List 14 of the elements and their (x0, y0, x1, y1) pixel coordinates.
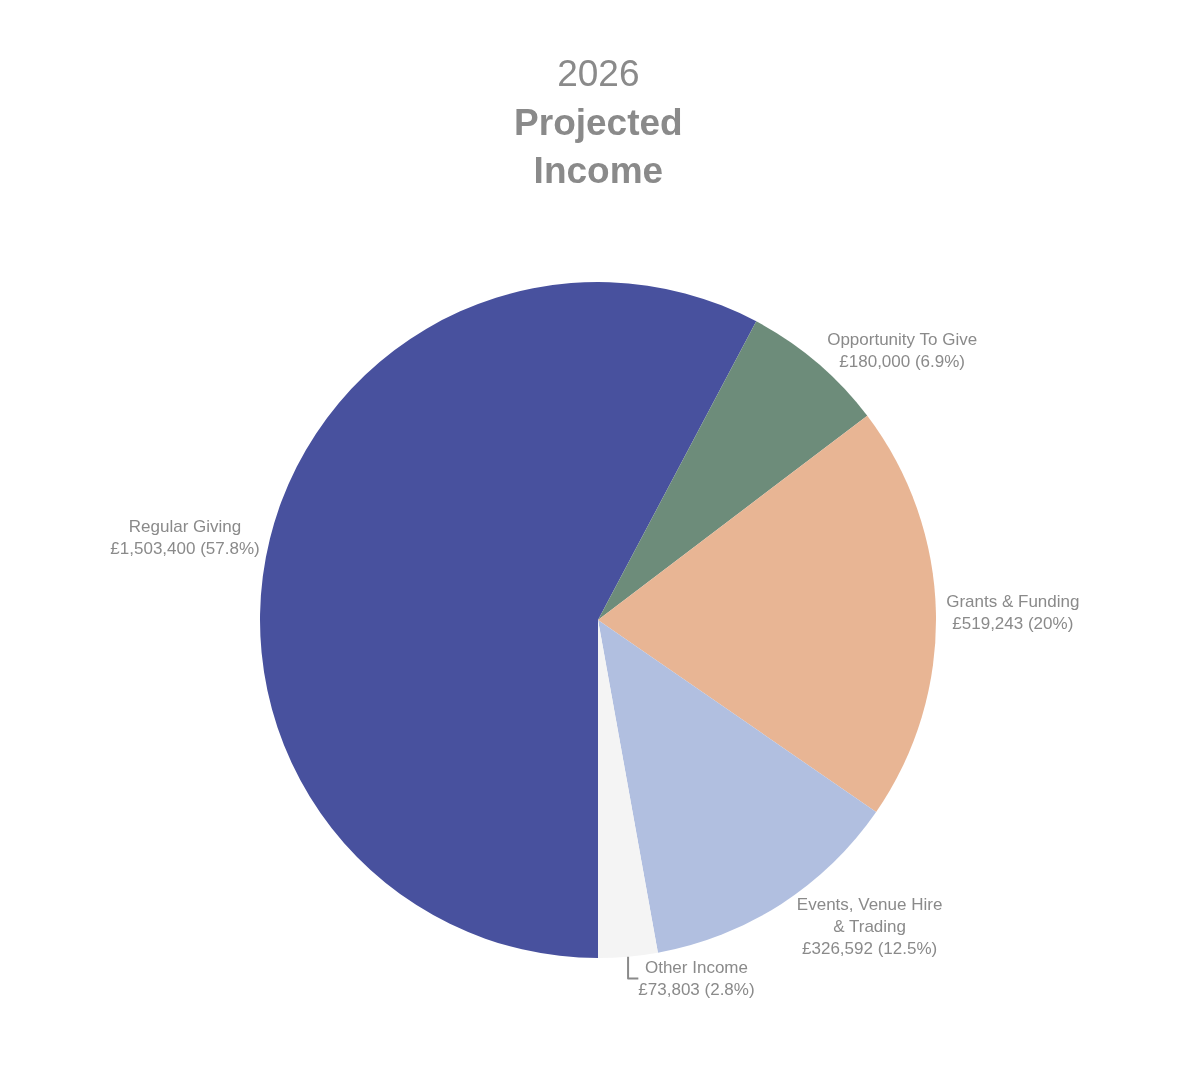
data-label: £73,803 (2.8%) (638, 980, 755, 1000)
pie-slice (598, 620, 658, 958)
data-label: £519,243 (20%) (952, 613, 1074, 633)
data-label: £1,503,400 (57.8%) (110, 538, 260, 558)
slice-label: Opportunity To Give (827, 330, 978, 349)
data-label: £180,000 (6.9%) (839, 352, 966, 372)
slice-label: Other Income (644, 958, 748, 978)
slice-label: Events, Venue Hire & Trading (796, 894, 943, 936)
slice-label: Regular Giving (128, 516, 242, 536)
pie-slice (260, 282, 757, 958)
pie-slice (598, 415, 936, 813)
data-label: £326,592 (12.5%) (802, 939, 938, 959)
slice-label: Grants & Funding (946, 591, 1080, 611)
chart-title: 2026 Projected Income (514, 53, 683, 191)
